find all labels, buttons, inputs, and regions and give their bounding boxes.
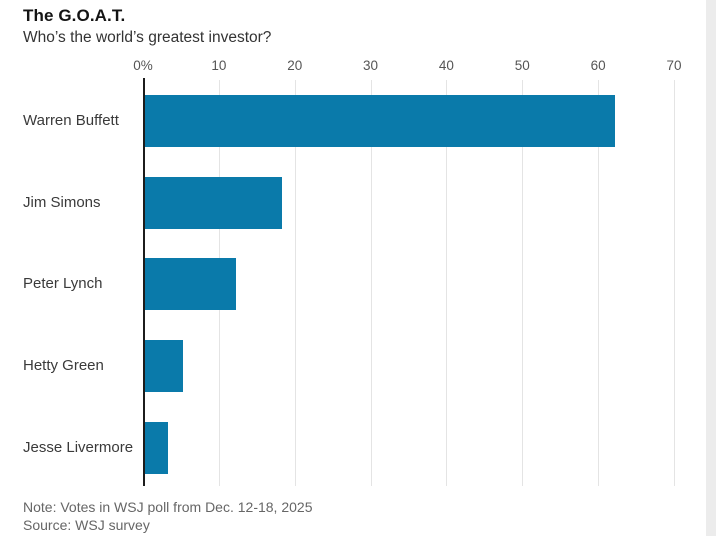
bar-jim-simons [145,177,282,229]
page-edge-strip [706,0,716,536]
category-label: Jesse Livermore [23,439,134,456]
x-axis-tick-label: 0% [133,58,153,73]
category-label: Peter Lynch [23,275,103,292]
gridline [446,80,447,486]
bar-jesse-livermore [145,422,168,474]
bar-hetty-green [145,340,183,392]
chart-note: Note: Votes in WSJ poll from Dec. 12-18,… [23,499,313,515]
x-axis-tick-label: 60 [590,58,606,73]
bar-peter-lynch [145,258,236,310]
gridline [371,80,372,486]
gridline [598,80,599,486]
category-label: Hetty Green [23,357,104,374]
x-axis: 0% 10 20 30 40 50 60 70 [0,58,716,76]
gridline [674,80,675,486]
chart-subtitle: Who’s the world’s greatest investor? [23,29,272,46]
x-axis-tick-label: 20 [287,58,303,73]
x-axis-tick-label: 50 [514,58,530,73]
x-axis-tick-label: 40 [438,58,454,73]
category-label: Jim Simons [23,194,101,211]
x-axis-tick-label: 30 [363,58,379,73]
chart-source: Source: WSJ survey [23,517,150,533]
bar-warren-buffett [145,95,615,147]
category-label: Warren Buffett [23,112,119,129]
x-axis-tick-label: 70 [666,58,682,73]
gridline [295,80,296,486]
gridline [522,80,523,486]
x-axis-tick-label: 10 [211,58,227,73]
zero-axis-line [143,78,145,486]
plot-area [143,78,706,486]
chart-title: The G.O.A.T. [23,6,126,25]
